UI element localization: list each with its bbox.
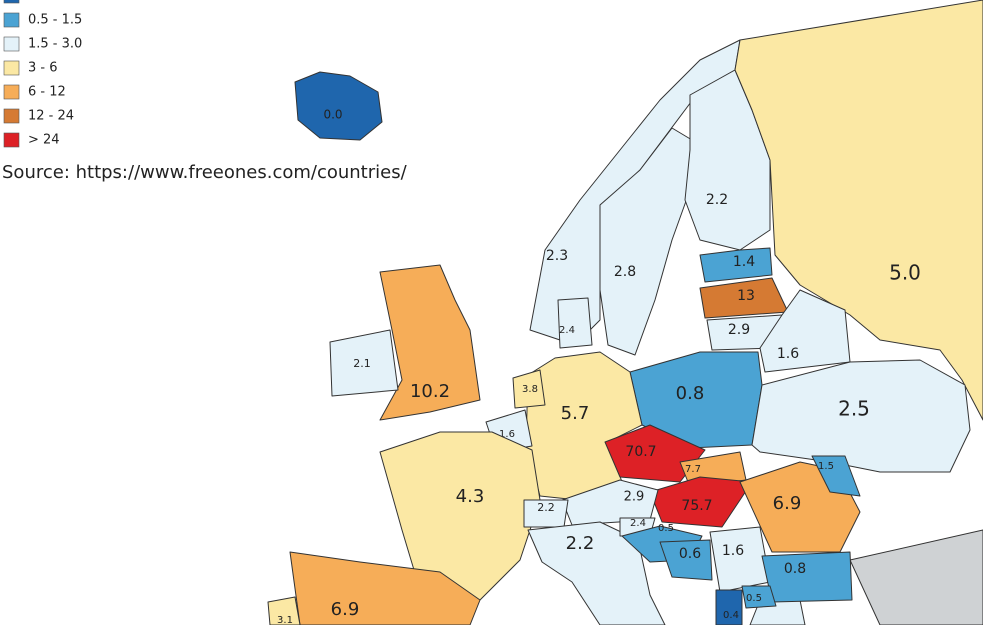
- country: [709, 526, 771, 593]
- country-value: 3.1: [277, 615, 293, 625]
- country-value: 7.7: [685, 464, 701, 475]
- country-value: 4.3: [456, 486, 485, 507]
- country: [512, 369, 546, 409]
- country: [759, 289, 851, 373]
- country: [294, 71, 383, 141]
- country: [761, 551, 853, 603]
- country-value: 6.9: [773, 493, 802, 514]
- country-value: 2.9: [624, 490, 645, 505]
- country-value: 0.4: [723, 610, 739, 621]
- legend-swatch: [3, 12, 20, 28]
- country: [527, 521, 666, 625]
- country: [379, 264, 481, 421]
- country: [329, 329, 399, 397]
- country-value: 2.9: [728, 322, 750, 338]
- country-value: 0.0: [323, 108, 342, 122]
- country-value: 1.5: [818, 461, 834, 472]
- legend-swatch: [3, 108, 20, 124]
- legend-label: 6 - 12: [28, 85, 66, 100]
- legend-label: < 0.5: [28, 0, 64, 4]
- legend: < 0.5 0.5 - 1.5 1.5 - 3.0 3 - 6 6 - 12 12 - 2…: [3, 0, 82, 148]
- country-value: 5.7: [561, 403, 590, 424]
- country: [561, 479, 659, 526]
- legend-swatch: [3, 84, 20, 100]
- country-value: 70.7: [625, 444, 656, 460]
- country: [811, 455, 861, 497]
- country-value: 1.4: [733, 254, 755, 270]
- country-value: 2.1: [353, 357, 371, 370]
- country: [649, 476, 753, 528]
- country: [741, 585, 777, 609]
- country: [599, 127, 693, 356]
- country-value: 0.5: [746, 593, 762, 604]
- country-value: 2.2: [537, 501, 555, 514]
- country: [289, 551, 481, 625]
- legend-label: 3 - 6: [28, 61, 58, 76]
- legend-swatch: [3, 36, 20, 52]
- source: Source: https://www.freeones.com/countri…: [2, 162, 408, 183]
- country-value: 2.8: [614, 264, 636, 280]
- country: [267, 596, 301, 625]
- country-value: 6.9: [331, 599, 360, 620]
- country-value: 2.3: [546, 248, 568, 264]
- country-value: 10.2: [410, 381, 450, 402]
- legend-label: 12 - 24: [28, 109, 74, 124]
- country-value: 0.5: [658, 523, 674, 534]
- country-value: 1.6: [499, 429, 515, 440]
- legend-label: > 24: [28, 133, 60, 148]
- country: [715, 589, 743, 625]
- country: [734, 0, 983, 421]
- country-value: 2.4: [559, 325, 575, 336]
- regions: 0.0 2.3 2.8 2.2 5.0 1.4 13 2.9 1.6 0.8 2.5 5.7 2.4 3.…: [267, 0, 983, 625]
- country-value: 2.4: [630, 518, 646, 529]
- country-value: 2.2: [566, 533, 595, 554]
- legend-swatch: [3, 132, 20, 148]
- country-value: 13: [737, 288, 755, 304]
- country-value: 0.6: [679, 546, 701, 562]
- country-value: 1.6: [777, 346, 799, 362]
- country-value: 1.6: [722, 543, 744, 559]
- country-value: 3.8: [522, 384, 538, 395]
- country-value: 2.2: [706, 192, 728, 208]
- legend-label: 1.5 - 3.0: [28, 37, 82, 52]
- country-value: 2.5: [838, 397, 870, 421]
- legend-swatch: [3, 60, 20, 76]
- legend-label: 0.5 - 1.5: [28, 13, 82, 28]
- land-unrated: [849, 529, 983, 625]
- country-value: 75.7: [681, 498, 712, 514]
- country: [699, 247, 773, 283]
- country: [557, 297, 593, 349]
- country-value: 5.0: [889, 261, 921, 285]
- country-value: 0.8: [676, 383, 705, 404]
- country: [751, 359, 971, 473]
- legend-swatch: [3, 0, 20, 4]
- country-value: 0.8: [784, 561, 806, 577]
- country: [659, 539, 713, 581]
